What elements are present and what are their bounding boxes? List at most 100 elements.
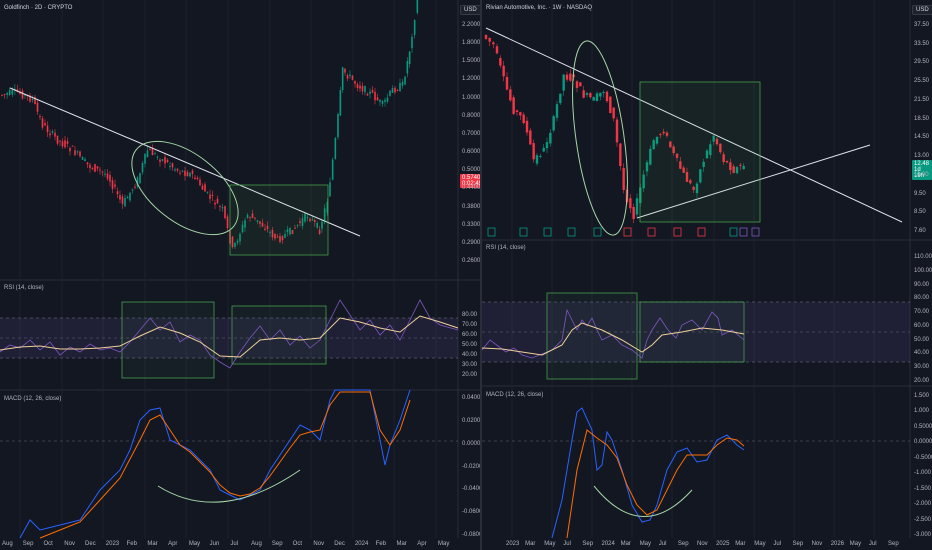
candle-body bbox=[349, 74, 351, 77]
time-tick-label: Mar bbox=[735, 541, 746, 547]
axis-tick-label: 60.00 bbox=[462, 332, 478, 338]
left-currency-button[interactable]: USD bbox=[460, 5, 481, 15]
right-rsi-box-1[interactable] bbox=[546, 292, 638, 380]
axis-tick-label: 0.7000 bbox=[462, 130, 481, 137]
axis-tick-label: 80.00 bbox=[914, 295, 930, 302]
right-macd-line bbox=[551, 407, 745, 539]
right-chart-title: Rivian Automotive, Inc. · 1W · NASDAQ bbox=[486, 5, 593, 11]
candle-body bbox=[499, 58, 502, 66]
candle-body bbox=[179, 172, 181, 174]
candle-body bbox=[269, 231, 271, 233]
left-trendline[interactable] bbox=[9, 87, 361, 237]
left-ellipse-drawing[interactable] bbox=[115, 123, 255, 253]
candle-body bbox=[309, 218, 311, 222]
candle-body bbox=[231, 236, 234, 248]
time-tick-label: Nov bbox=[313, 541, 325, 547]
candle-body bbox=[495, 46, 499, 54]
candle-body bbox=[234, 242, 236, 247]
right-price-tag: 12.48 1d 19h bbox=[912, 160, 932, 180]
right-trendline-lower[interactable] bbox=[636, 144, 871, 219]
time-tick-label: Sep bbox=[582, 541, 594, 547]
time-tick-label: Jun bbox=[209, 541, 220, 547]
candle-body bbox=[559, 93, 562, 104]
axis-tick-label: 0.6000 bbox=[462, 149, 481, 156]
left-chart-pane[interactable]: Goldfinch · 2D · CRYPTO USD RSI (14, clo… bbox=[0, 0, 486, 550]
candle-body bbox=[512, 97, 515, 114]
candle-body bbox=[682, 167, 685, 173]
candle-body bbox=[191, 170, 194, 174]
candle-body bbox=[119, 195, 121, 200]
candle-body bbox=[321, 221, 323, 229]
chart-divider[interactable] bbox=[480, 0, 482, 550]
right-event-markers[interactable] bbox=[487, 227, 760, 237]
right-rsi-box-2[interactable] bbox=[639, 301, 745, 363]
right-currency-button[interactable]: USD bbox=[912, 5, 932, 15]
right-green-box[interactable] bbox=[639, 81, 761, 223]
right-chart-svg[interactable] bbox=[482, 0, 932, 550]
left-chart-svg[interactable] bbox=[0, 0, 480, 550]
axis-tick-label: -0.5000 bbox=[914, 454, 932, 461]
candle-body bbox=[318, 229, 321, 234]
candle-body bbox=[221, 207, 224, 209]
axis-tick-label: 14.50 bbox=[914, 134, 930, 141]
axis-tick-label: 0.2900 bbox=[462, 239, 481, 246]
candle-body bbox=[289, 227, 291, 235]
candle-body bbox=[509, 89, 512, 101]
candle-body bbox=[672, 146, 675, 154]
axis-tick-label: 30.00 bbox=[462, 362, 478, 368]
axis-tick-label: 60.00 bbox=[914, 322, 930, 329]
candle-body bbox=[692, 186, 695, 190]
right-chart-pane[interactable]: Rivian Automotive, Inc. · 1W · NASDAQ US… bbox=[482, 0, 932, 550]
axis-tick-label: 1.0000 bbox=[462, 94, 481, 101]
right-macd-arc-drawing[interactable] bbox=[593, 485, 693, 517]
candle-body bbox=[346, 75, 349, 79]
candle-body bbox=[214, 202, 216, 205]
candle-body bbox=[337, 114, 339, 138]
candle-body bbox=[552, 116, 555, 131]
time-tick-label: 2023 bbox=[506, 541, 520, 547]
candle-body bbox=[306, 217, 309, 219]
left-rsi-box-2[interactable] bbox=[231, 305, 327, 365]
axis-tick-label: 18.50 bbox=[914, 115, 930, 122]
candle-body bbox=[206, 191, 209, 193]
candle-body bbox=[251, 213, 254, 218]
candle-body bbox=[725, 160, 729, 163]
candle-body bbox=[284, 234, 286, 238]
candle-body bbox=[146, 150, 149, 158]
right-rsi-ma-line bbox=[482, 322, 745, 356]
candle-body bbox=[605, 91, 609, 102]
candle-body bbox=[354, 81, 356, 84]
candle-body bbox=[126, 196, 129, 199]
right-ellipse-drawing[interactable] bbox=[563, 38, 638, 239]
candle-body bbox=[675, 153, 679, 158]
time-tick-label: Oct bbox=[292, 541, 302, 547]
candle-body bbox=[304, 213, 306, 222]
candle-body bbox=[151, 148, 154, 156]
candle-body bbox=[689, 180, 692, 184]
time-tick-label: Feb bbox=[375, 541, 387, 547]
candle-body bbox=[164, 157, 166, 164]
candle-body bbox=[224, 206, 226, 218]
candle-body bbox=[344, 68, 346, 73]
time-tick-label: Jul bbox=[563, 541, 571, 547]
axis-tick-label: 0.8000 bbox=[462, 112, 481, 119]
time-tick-label: Dec bbox=[334, 541, 345, 547]
time-tick-label: Nov bbox=[697, 541, 708, 547]
candle-body bbox=[139, 173, 141, 184]
candle-body bbox=[364, 86, 366, 93]
left-green-box[interactable] bbox=[229, 184, 329, 256]
axis-tick-label: -2.000 bbox=[914, 501, 932, 508]
candle-body bbox=[408, 51, 411, 65]
candle-body bbox=[742, 165, 745, 170]
right-trendline-upper[interactable] bbox=[485, 27, 903, 223]
left-rsi-box-1[interactable] bbox=[121, 301, 215, 379]
left-macd-arc-drawing[interactable] bbox=[157, 469, 301, 503]
axis-tick-label: -0.06000 bbox=[462, 509, 486, 516]
candle-body bbox=[211, 194, 214, 197]
candle-body bbox=[515, 110, 519, 112]
candle-body bbox=[595, 93, 599, 101]
candle-body bbox=[492, 42, 495, 45]
candle-body bbox=[216, 198, 219, 204]
candle-body bbox=[665, 132, 669, 136]
candle-body bbox=[535, 155, 539, 164]
